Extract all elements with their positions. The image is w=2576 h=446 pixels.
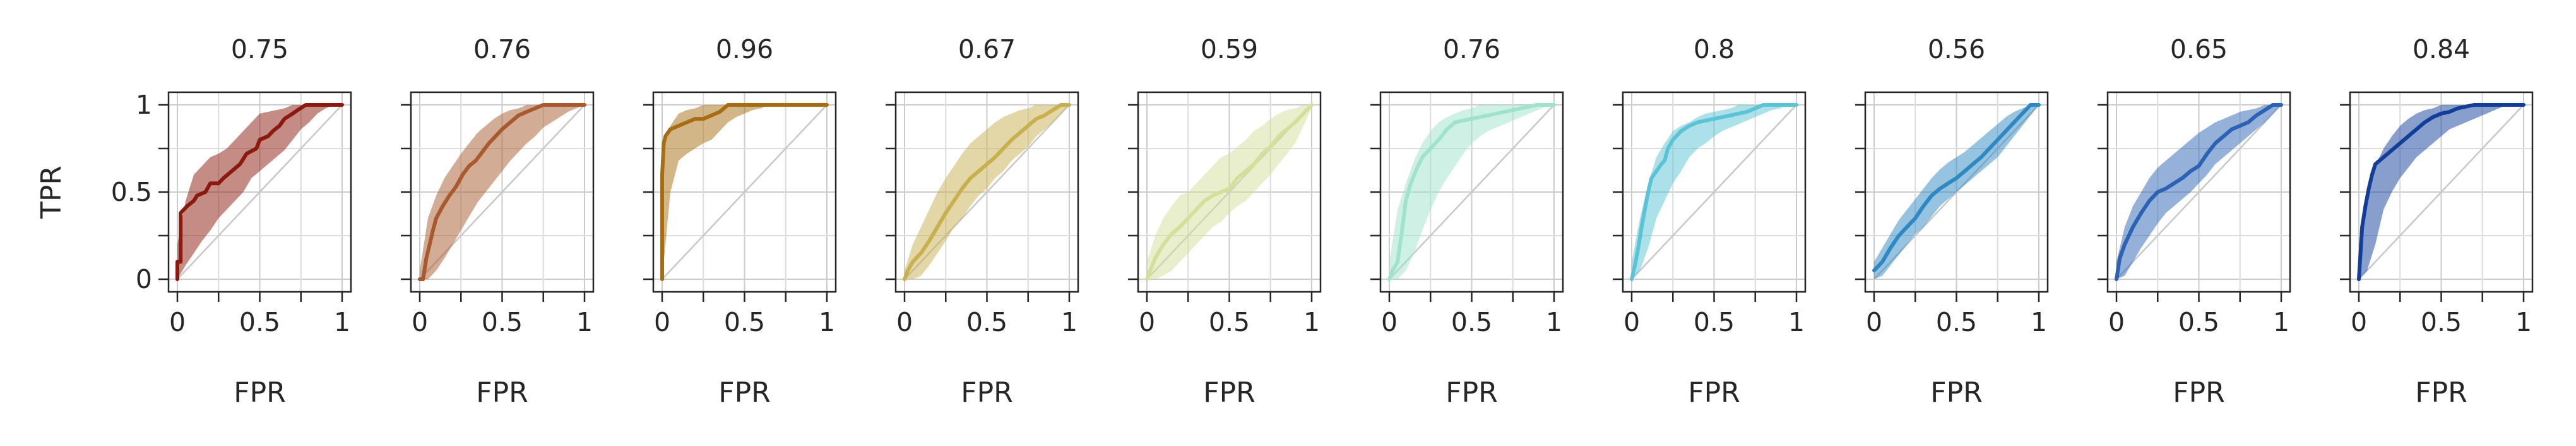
roc-panel-1: 0.75 0 0.5 1 0 0.5 1 TPR FPR	[35, 34, 352, 409]
roc-panel-6: 0.76 0 0.5 1 FPR	[1370, 34, 1564, 409]
confidence-band	[662, 105, 827, 279]
panel-title: 0.65	[2170, 34, 2228, 64]
x-tick-label: 0	[169, 307, 186, 337]
x-tick-label: 0.5	[966, 307, 1007, 337]
x-tick-label: 0	[1866, 307, 1882, 337]
panel-title: 0.56	[1928, 34, 1985, 64]
chance-diagonal	[2358, 104, 2524, 280]
roc-panel-5: 0.59 0 0.5 1 FPR	[1128, 34, 1322, 409]
x-tick-label: 1	[2515, 307, 2532, 337]
roc-curve	[903, 103, 1071, 281]
y-axis-label: TPR	[35, 166, 68, 219]
confidence-band	[905, 105, 1069, 279]
roc-curve	[175, 103, 344, 281]
x-axis-label: FPR	[234, 377, 285, 409]
roc-panel-9: 0.65 0 0.5 1 FPR	[2098, 34, 2291, 409]
x-tick-label: 0	[1623, 307, 1640, 337]
confidence-band	[1632, 105, 1796, 279]
x-tick-label: 0.5	[2178, 307, 2219, 337]
x-axis-label: FPR	[476, 377, 528, 409]
x-tick-label: 0	[896, 307, 913, 337]
x-tick-label: 0.5	[1936, 307, 1977, 337]
x-tick-label: 0.5	[1694, 307, 1735, 337]
y-tick-label: 0.5	[111, 177, 152, 207]
panel-title: 0.75	[231, 34, 288, 64]
x-tick-label: 0.5	[239, 307, 280, 337]
x-axis-label: FPR	[718, 377, 770, 409]
confidence-band	[2116, 105, 2281, 279]
chance-diagonal	[177, 104, 343, 280]
x-axis-label: FPR	[1445, 377, 1497, 409]
roc-curve	[418, 103, 586, 281]
panel-title: 0.84	[2413, 34, 2470, 64]
x-axis-label: FPR	[1930, 377, 1982, 409]
roc-panel-4: 0.67 0 0.5 1 FPR	[886, 34, 1079, 409]
x-axis-label: FPR	[961, 377, 1012, 409]
roc-panel-10: 0.84 0 0.5 1 FPR	[2340, 34, 2534, 409]
x-tick-label: 1	[2273, 307, 2289, 337]
x-axis-label: FPR	[1688, 377, 1740, 409]
x-tick-label: 0	[654, 307, 670, 337]
panel-title: 0.59	[1201, 34, 1258, 64]
y-tick-label: 0	[136, 264, 152, 294]
confidence-band	[2359, 105, 2524, 279]
roc-curve	[2115, 103, 2283, 281]
confidence-band	[1874, 105, 2039, 279]
x-tick-label: 1	[1546, 307, 1562, 337]
roc-panel-8: 0.56 0 0.5 1 FPR	[1855, 34, 2049, 409]
panel-title: 0.76	[1443, 34, 1500, 64]
x-tick-label: 0	[412, 307, 428, 337]
x-axis-label: FPR	[2173, 377, 2224, 409]
x-tick-label: 0.5	[724, 307, 765, 337]
x-tick-label: 0	[2351, 307, 2367, 337]
x-tick-label: 0	[2108, 307, 2125, 337]
x-tick-label: 0	[1139, 307, 1155, 337]
x-tick-label: 1	[1788, 307, 1805, 337]
x-tick-label: 0.5	[1209, 307, 1250, 337]
x-tick-label: 0.5	[2421, 307, 2462, 337]
roc-curve	[2357, 103, 2526, 281]
panel-title: 0.96	[716, 34, 773, 64]
panel-title: 0.76	[473, 34, 531, 64]
x-tick-label: 1	[1303, 307, 1320, 337]
panel-title: 0.8	[1694, 34, 1735, 64]
x-tick-label: 1	[819, 307, 835, 337]
x-tick-label: 0	[1381, 307, 1398, 337]
x-tick-label: 1	[2031, 307, 2047, 337]
panel-title: 0.67	[958, 34, 1016, 64]
x-tick-label: 0.5	[1451, 307, 1492, 337]
x-tick-label: 0.5	[482, 307, 523, 337]
roc-curve	[1872, 103, 2041, 273]
roc-curve	[1630, 103, 1798, 281]
roc-curve	[1387, 103, 1556, 281]
roc-panel-7: 0.8 0 0.5 1 FPR	[1613, 34, 1807, 409]
chance-diagonal	[662, 104, 828, 280]
x-tick-label: 1	[334, 307, 350, 337]
chance-diagonal	[2116, 104, 2282, 280]
x-axis-label: FPR	[1203, 377, 1255, 409]
y-tick-label: 1	[136, 90, 152, 120]
chance-diagonal	[1631, 104, 1797, 280]
roc-curve	[660, 103, 829, 281]
x-tick-label: 1	[576, 307, 593, 337]
roc-curve	[1145, 103, 1314, 281]
roc-panel-2: 0.76 0 0.5 1 FPR	[401, 34, 595, 409]
x-axis-label: FPR	[2415, 377, 2467, 409]
roc-panel-3: 0.96 0 0.5 1 FPR	[643, 34, 837, 409]
chance-diagonal	[1389, 104, 1555, 280]
x-tick-label: 1	[1061, 307, 1077, 337]
